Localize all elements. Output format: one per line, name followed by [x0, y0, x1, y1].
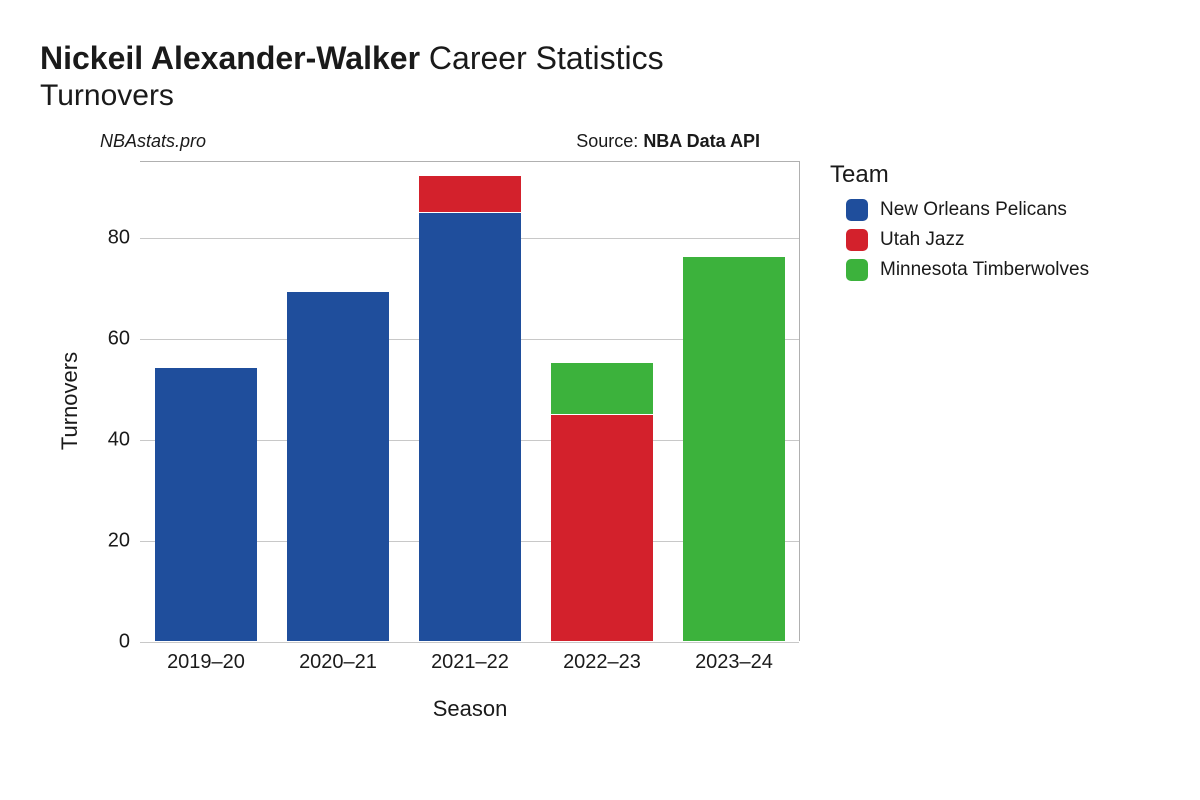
- grid-line: [140, 642, 799, 643]
- legend-item: Utah Jazz: [830, 229, 1089, 251]
- x-tick-label: 2021–22: [431, 651, 509, 674]
- plot-wrap: NBAstats.pro Source: NBA Data API 020406…: [40, 131, 1160, 751]
- legend: Team New Orleans Pelicans Utah Jazz Minnes…: [830, 161, 1089, 289]
- source-prefix: Source:: [576, 131, 643, 151]
- legend-swatch: [846, 259, 868, 281]
- legend-label: New Orleans Pelicans: [880, 199, 1067, 221]
- bar: [155, 368, 258, 641]
- site-credit: NBAstats.pro: [100, 131, 206, 152]
- legend-item: Minnesota Timberwolves: [830, 259, 1089, 281]
- plot-area: 0204060802019–202020–212021–222022–23202…: [140, 161, 800, 641]
- x-tick-label: 2022–23: [563, 651, 641, 674]
- source-credit: Source: NBA Data API: [576, 131, 760, 152]
- y-tick-label: 40: [108, 428, 130, 451]
- legend-title: Team: [830, 161, 1089, 189]
- y-tick-label: 20: [108, 529, 130, 552]
- bar-segment: [287, 292, 390, 641]
- source-name: NBA Data API: [643, 131, 760, 151]
- bar-segment: [683, 257, 786, 641]
- bar-segment: [551, 414, 654, 641]
- bar: [551, 363, 654, 641]
- bar: [287, 292, 390, 641]
- chart-title: Nickeil Alexander-Walker Career Statisti…: [40, 40, 1160, 77]
- chart-container: Nickeil Alexander-Walker Career Statisti…: [40, 40, 1160, 751]
- x-axis-title: Season: [433, 696, 508, 722]
- chart-subtitle: Turnovers: [40, 79, 1160, 113]
- x-tick-label: 2020–21: [299, 651, 377, 674]
- bar-segment: [419, 176, 522, 211]
- y-axis-title: Turnovers: [57, 352, 83, 450]
- legend-swatch: [846, 229, 868, 251]
- y-tick-label: 60: [108, 327, 130, 350]
- y-tick-label: 80: [108, 226, 130, 249]
- y-tick-label: 0: [119, 631, 130, 654]
- bar-segment: [551, 363, 654, 414]
- bar-segment: [155, 368, 258, 641]
- bar: [683, 257, 786, 641]
- legend-item: New Orleans Pelicans: [830, 199, 1089, 221]
- x-tick-label: 2019–20: [167, 651, 245, 674]
- legend-swatch: [846, 199, 868, 221]
- legend-label: Minnesota Timberwolves: [880, 259, 1089, 281]
- meta-row: NBAstats.pro Source: NBA Data API: [40, 131, 760, 152]
- player-name: Nickeil Alexander-Walker: [40, 40, 420, 76]
- bar-segment: [419, 212, 522, 641]
- x-tick-label: 2023–24: [695, 651, 773, 674]
- title-rest: Career Statistics: [420, 40, 664, 76]
- bar: [419, 176, 522, 641]
- legend-label: Utah Jazz: [880, 229, 964, 251]
- title-block: Nickeil Alexander-Walker Career Statisti…: [40, 40, 1160, 113]
